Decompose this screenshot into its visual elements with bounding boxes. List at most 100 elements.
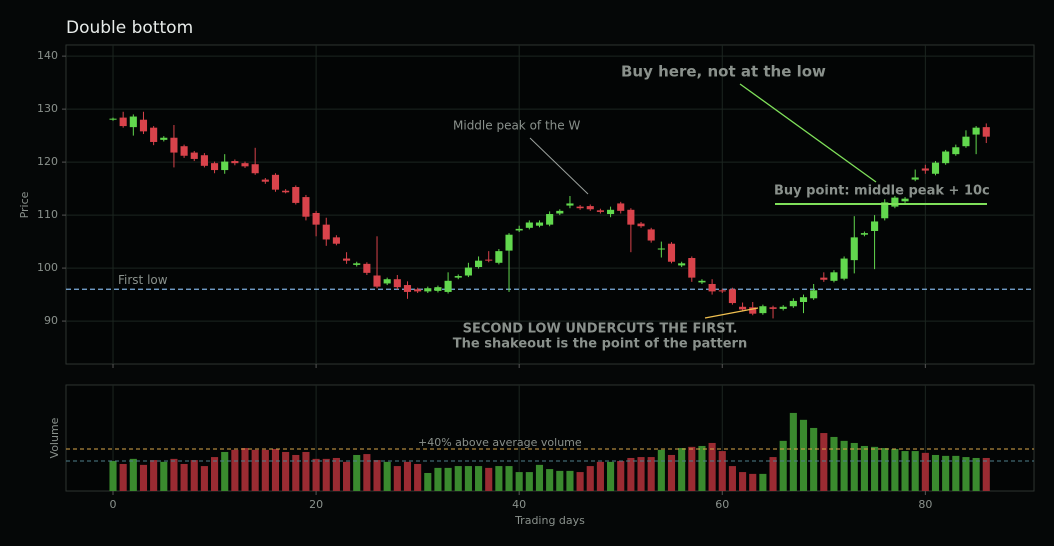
volume-bar (718, 451, 726, 491)
candle-body (353, 263, 361, 265)
volume-bar (678, 448, 686, 491)
candle-body (586, 206, 594, 210)
annotation-arrow (704, 307, 759, 319)
candle-body (170, 137, 178, 153)
candle-body (495, 251, 503, 263)
volume-bar (576, 472, 584, 491)
annotation-arrow (739, 83, 877, 183)
candle-body (657, 248, 665, 250)
candle-body (190, 152, 198, 159)
volume-bar (393, 466, 401, 491)
candle-body (343, 258, 351, 261)
x-tick-label: 80 (918, 498, 932, 511)
candle-body (535, 222, 544, 226)
candle-body (759, 306, 767, 314)
annotation: Middle peak of the W (453, 119, 580, 133)
volume-bar (251, 449, 259, 491)
candle-body (139, 119, 148, 132)
volume-bar (810, 427, 818, 491)
volume-bar (830, 436, 838, 491)
candle-body (698, 280, 706, 283)
volume-bar (475, 466, 483, 491)
volume-bar (657, 449, 665, 491)
candle-body (607, 209, 615, 215)
y-tick-label: 130 (37, 102, 58, 115)
candle-body (515, 228, 523, 231)
candle-body (373, 275, 381, 287)
candle-body (881, 202, 889, 219)
candle-body (647, 229, 655, 241)
candle-body (718, 290, 726, 292)
candle-body (850, 237, 858, 261)
volume-bar (119, 463, 127, 491)
candle-body (576, 206, 584, 209)
volume-bar (566, 470, 574, 491)
volume-bar (799, 419, 808, 491)
candle-body (688, 258, 696, 278)
x-tick-label: 20 (309, 498, 323, 511)
volume-bar (728, 466, 736, 491)
volume-bar (708, 442, 716, 491)
volume-bar (505, 466, 513, 491)
candle-body (414, 289, 422, 292)
reference-label: First low (118, 273, 168, 287)
candle-body (921, 168, 929, 171)
candle-body (383, 279, 391, 284)
volume-bar (607, 461, 615, 491)
candle-body (789, 300, 797, 307)
candle-body (312, 212, 320, 225)
volume-bar (312, 458, 320, 491)
annotation: Buy point: middle peak + 10c (774, 184, 990, 199)
volume-bar (556, 470, 564, 491)
volume-bar (454, 466, 462, 491)
candle-body (322, 224, 330, 240)
volume-bar (403, 461, 412, 491)
annotation: The shakeout is the point of the pattern (453, 337, 747, 352)
volume-bar (546, 469, 554, 491)
volume-bar (647, 457, 655, 491)
volume-bar (820, 433, 828, 491)
volume-bar (891, 448, 899, 491)
candle-body (982, 127, 990, 137)
volume-bar (942, 455, 950, 491)
reference-label: +40% above average volume (418, 436, 582, 449)
volume-bar (383, 461, 391, 491)
volume-bar (485, 467, 493, 491)
annotation: Buy here, not at the low (621, 63, 826, 81)
volume-bar (749, 473, 757, 491)
candle-body (200, 155, 208, 166)
x-tick-label: 60 (715, 498, 729, 511)
volume-bar (414, 463, 422, 491)
candle-body (505, 234, 513, 251)
candle-body (901, 198, 909, 202)
volume-bar (535, 464, 544, 491)
volume-bar (972, 457, 980, 491)
volume-bar (170, 458, 178, 491)
volume-bar (343, 461, 351, 491)
volume-bar (424, 472, 432, 491)
volume-bar (739, 472, 747, 491)
volume-bar (901, 451, 909, 491)
candle-body (749, 307, 757, 314)
volume-bar (982, 457, 990, 491)
y-tick-label: 100 (37, 261, 58, 274)
candle-body (363, 263, 371, 273)
candle-body (637, 223, 645, 227)
candle-body (566, 203, 574, 206)
candle-body (820, 277, 828, 280)
volume-bar (353, 454, 361, 491)
volume-bar (302, 451, 310, 491)
volume-bar (211, 457, 219, 491)
candle-body (271, 174, 280, 190)
annotation: SECOND LOW UNDERCUTS THE FIRST. (463, 322, 738, 337)
candle-body (129, 116, 137, 128)
candle-body (160, 137, 168, 140)
volume-bar (881, 448, 889, 491)
candle-body (810, 290, 818, 299)
candle-body (393, 279, 401, 288)
volume-bar (495, 466, 503, 491)
annotation-arrow (529, 137, 589, 195)
volume-bar (332, 457, 340, 491)
volume-bar (759, 473, 767, 491)
